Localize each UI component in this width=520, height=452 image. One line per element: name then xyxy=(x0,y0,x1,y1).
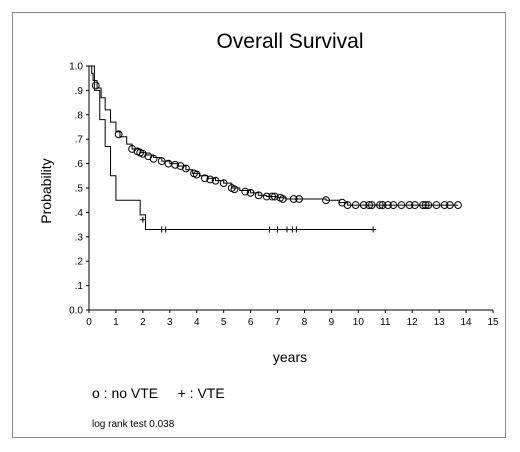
censor-marker-no-vte xyxy=(397,201,406,209)
censor-marker-no-vte xyxy=(446,201,454,209)
censor-marker-no-vte xyxy=(378,201,387,209)
survival-line-vte xyxy=(89,65,375,230)
x-tick-label: 12 xyxy=(407,317,419,328)
censor-marker-vte xyxy=(283,226,290,233)
censor-marker-no-vte xyxy=(421,201,430,209)
censor-marker-no-vte xyxy=(157,157,166,166)
censor-marker-no-vte xyxy=(192,170,201,179)
censor-marker-no-vte xyxy=(149,154,158,163)
y-tick-label: 0.0 xyxy=(69,306,83,317)
x-tick-label: 1 xyxy=(113,317,119,328)
censor-marker-no-vte xyxy=(343,201,352,209)
censor-marker-no-vte xyxy=(114,130,123,139)
censor-marker-no-vte xyxy=(322,196,330,205)
censor-marker-no-vte xyxy=(359,201,368,209)
axes: 0.0.1.2.3.4.5.6.7.8.91.00 1 2 3 4 5 6 7 8 9 10 11 12… xyxy=(69,62,499,329)
censor-marker-no-vte xyxy=(367,201,376,209)
x-tick-label: 15 xyxy=(487,317,499,328)
x-tick-label: 14 xyxy=(461,317,473,328)
censor-marker-no-vte xyxy=(295,195,303,203)
censor-marker-vte xyxy=(162,226,169,233)
censor-marker-no-vte xyxy=(351,201,360,209)
censor-marker-no-vte xyxy=(419,201,427,209)
survival-line-no-vte xyxy=(89,65,458,206)
series-layer xyxy=(89,65,462,233)
y-tick-label: .7 xyxy=(75,135,84,146)
censor-marker-no-vte xyxy=(91,81,100,90)
x-tick-label: 0 xyxy=(86,317,92,328)
y-tick-label: 1.0 xyxy=(69,62,83,73)
censor-marker-no-vte xyxy=(230,185,239,194)
x-tick-label: 6 xyxy=(248,317,254,328)
censor-marker-no-vte xyxy=(268,192,277,201)
chart-title: Overall Survival xyxy=(216,30,363,53)
log-rank-note: log rank test 0.038 xyxy=(92,419,175,430)
censor-marker-no-vte xyxy=(200,174,209,183)
censor-marker-no-vte xyxy=(384,201,392,209)
x-tick-label: 9 xyxy=(329,317,335,328)
y-tick-label: .5 xyxy=(75,184,84,195)
censor-marker-no-vte xyxy=(182,164,190,173)
censor-marker-no-vte xyxy=(454,201,462,209)
censor-marker-no-vte xyxy=(405,201,414,209)
y-tick-label: .3 xyxy=(75,232,84,243)
censor-marker-no-vte xyxy=(246,188,255,197)
y-tick-label: .1 xyxy=(75,281,84,292)
legend-text: o : no VTE + : VTE xyxy=(92,385,225,401)
x-tick-label: 7 xyxy=(275,317,281,328)
censor-marker-vte xyxy=(293,226,300,233)
censor-marker-no-vte xyxy=(171,160,180,169)
censor-marker-vte xyxy=(370,226,377,233)
y-tick-label: .8 xyxy=(75,110,84,121)
x-tick-label: 5 xyxy=(221,317,227,328)
y-axis-label: Probability xyxy=(38,158,54,223)
censor-marker-no-vte xyxy=(270,192,279,201)
censor-marker-no-vte xyxy=(375,201,384,209)
censor-marker-no-vte xyxy=(206,175,215,184)
censor-marker-vte xyxy=(266,226,273,233)
censor-marker-no-vte xyxy=(241,187,250,196)
censor-marker-no-vte xyxy=(254,191,263,200)
y-tick-label: .6 xyxy=(75,159,84,170)
censor-marker-no-vte xyxy=(279,195,287,203)
censor-marker-vte xyxy=(139,216,146,223)
x-tick-label: 11 xyxy=(380,317,391,328)
censor-marker-no-vte xyxy=(440,201,449,209)
censor-marker-no-vte xyxy=(219,179,228,188)
x-tick-label: 3 xyxy=(167,317,173,328)
x-tick-label: 13 xyxy=(434,317,446,328)
censor-marker-no-vte xyxy=(432,201,441,209)
x-tick-label: 2 xyxy=(140,317,146,328)
y-tick-label: .2 xyxy=(75,257,84,268)
x-axis-label: years xyxy=(273,349,307,365)
x-tick-label: 4 xyxy=(194,317,200,328)
censor-marker-no-vte xyxy=(262,192,271,201)
censor-marker-no-vte xyxy=(410,201,419,209)
censor-marker-no-vte xyxy=(289,195,298,203)
x-tick-label: 10 xyxy=(353,317,365,328)
y-tick-label: .9 xyxy=(75,86,84,97)
censor-marker-no-vte xyxy=(424,201,433,209)
censor-marker-no-vte xyxy=(365,201,374,209)
y-tick-label: .4 xyxy=(75,208,84,219)
censor-marker-vte xyxy=(274,226,281,233)
censor-marker-no-vte xyxy=(389,201,398,209)
censor-marker-no-vte xyxy=(211,176,220,185)
x-tick-label: 8 xyxy=(302,317,308,328)
